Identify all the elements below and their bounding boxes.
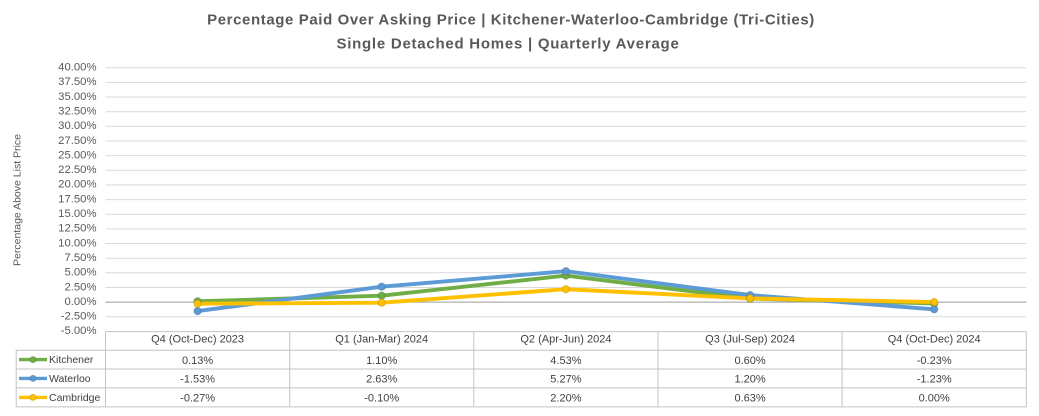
svg-text:Q2 (Apr-Jun) 2024: Q2 (Apr-Jun) 2024 xyxy=(520,334,611,346)
svg-text:1.20%: 1.20% xyxy=(734,374,765,386)
svg-text:0.13%: 0.13% xyxy=(182,355,213,367)
svg-text:37.50%: 37.50% xyxy=(58,76,96,88)
svg-text:20.00%: 20.00% xyxy=(58,179,96,191)
svg-text:Q1 (Jan-Mar) 2024: Q1 (Jan-Mar) 2024 xyxy=(335,334,428,346)
svg-text:4.53%: 4.53% xyxy=(550,355,581,367)
svg-text:-0.27%: -0.27% xyxy=(180,393,215,405)
svg-text:35.00%: 35.00% xyxy=(58,91,96,103)
svg-text:27.50%: 27.50% xyxy=(58,135,96,147)
svg-text:17.50%: 17.50% xyxy=(58,193,96,205)
svg-text:Waterloo: Waterloo xyxy=(49,373,91,385)
svg-text:-0.23%: -0.23% xyxy=(917,355,952,367)
svg-text:5.27%: 5.27% xyxy=(550,374,581,386)
svg-text:Single Detached Homes | Quarte: Single Detached Homes | Quarterly Averag… xyxy=(336,36,679,53)
svg-text:0.60%: 0.60% xyxy=(734,355,765,367)
svg-text:-5.00%: -5.00% xyxy=(61,325,97,337)
svg-text:Kitchener: Kitchener xyxy=(49,354,94,366)
svg-text:5.00%: 5.00% xyxy=(64,267,96,279)
svg-text:Q4 (Oct-Dec) 2024: Q4 (Oct-Dec) 2024 xyxy=(888,334,981,346)
svg-text:2.63%: 2.63% xyxy=(366,374,397,386)
svg-text:2.50%: 2.50% xyxy=(64,281,96,293)
svg-text:1.10%: 1.10% xyxy=(366,355,397,367)
svg-text:-1.53%: -1.53% xyxy=(180,374,215,386)
svg-text:32.50%: 32.50% xyxy=(58,106,96,118)
svg-text:Percentage Above List Price: Percentage Above List Price xyxy=(12,134,24,266)
svg-text:0.00%: 0.00% xyxy=(919,393,950,405)
svg-text:40.00%: 40.00% xyxy=(58,62,96,74)
svg-text:-2.50%: -2.50% xyxy=(61,311,97,323)
svg-text:10.00%: 10.00% xyxy=(58,237,96,249)
svg-text:15.00%: 15.00% xyxy=(58,208,96,220)
svg-text:25.00%: 25.00% xyxy=(58,149,96,161)
svg-text:7.50%: 7.50% xyxy=(64,252,96,264)
svg-text:-1.23%: -1.23% xyxy=(917,374,952,386)
svg-text:-0.10%: -0.10% xyxy=(364,393,399,405)
svg-text:0.63%: 0.63% xyxy=(734,393,765,405)
svg-text:30.00%: 30.00% xyxy=(58,120,96,132)
svg-text:Percentage Paid Over Asking Pr: Percentage Paid Over Asking Price | Kitc… xyxy=(207,12,815,29)
svg-text:Cambridge: Cambridge xyxy=(49,392,101,404)
svg-text:22.50%: 22.50% xyxy=(58,164,96,176)
svg-text:0.00%: 0.00% xyxy=(64,296,96,308)
svg-text:2.20%: 2.20% xyxy=(550,393,581,405)
svg-text:Q3 (Jul-Sep) 2024: Q3 (Jul-Sep) 2024 xyxy=(705,334,795,346)
svg-text:12.50%: 12.50% xyxy=(58,223,96,235)
svg-text:Q4 (Oct-Dec) 2023: Q4 (Oct-Dec) 2023 xyxy=(151,334,244,346)
